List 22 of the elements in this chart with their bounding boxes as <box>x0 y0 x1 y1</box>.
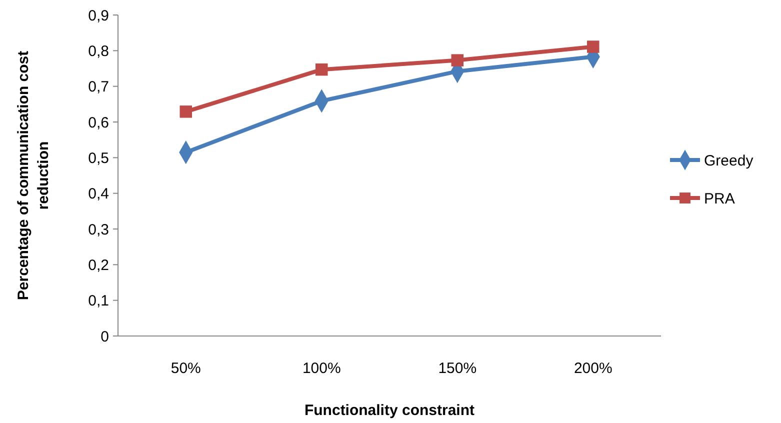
y-tick-label: 0 <box>100 328 109 346</box>
x-tick-label: 200% <box>574 360 612 377</box>
y-tick-label: 0,5 <box>88 150 109 167</box>
point <box>451 54 464 66</box>
point <box>316 63 328 76</box>
y-tick-label: 0,1 <box>88 292 109 310</box>
x-tick-label: 100% <box>302 360 341 377</box>
point <box>180 106 192 118</box>
y-tick-label: 0,4 <box>88 186 109 203</box>
x-axis-title: Functionality constraint <box>304 402 475 419</box>
y-tick-label: 0,6 <box>88 114 109 132</box>
y-tick-label: 0,8 <box>88 42 109 60</box>
legend-label: Greedy <box>704 152 754 170</box>
y-tick-label: 0,7 <box>88 78 109 96</box>
y-axis-title: Percentage of communication cost reduction <box>15 50 52 300</box>
y-tick-label: 0,3 <box>88 221 109 238</box>
y-tick-label: 0,9 <box>88 7 109 24</box>
legend-label: PRA <box>704 190 735 208</box>
x-tick-label: 50% <box>170 360 201 377</box>
y-tick-label: 0,2 <box>88 256 109 274</box>
x-tick-label: 150% <box>438 360 477 377</box>
point <box>587 40 600 53</box>
